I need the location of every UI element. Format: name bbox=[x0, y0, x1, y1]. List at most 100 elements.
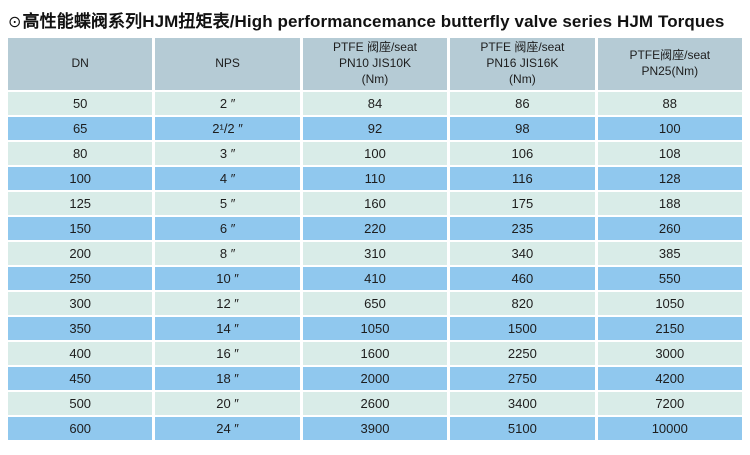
col-header-line: PN10 JIS10K bbox=[338, 56, 411, 71]
pn25-torque-cell: 385 bbox=[597, 242, 742, 265]
pn10-torque-cell: 3900 bbox=[302, 417, 448, 440]
col-header-line: PTFE阀座/seat bbox=[629, 48, 711, 63]
dn-cell: 600 bbox=[8, 417, 153, 440]
pn10-torque-cell: 160 bbox=[302, 192, 448, 215]
pn10-torque-cell: 310 bbox=[302, 242, 448, 265]
col-header-line: PTFE 阀座/seat bbox=[480, 40, 565, 55]
col-header-dn: DN bbox=[8, 38, 153, 90]
torque-table: DN NPS PTFE 阀座/seat PN10 JIS10K (Nm) PTF… bbox=[5, 36, 745, 442]
nps-cell: 10 ″ bbox=[155, 267, 300, 290]
pn10-torque-cell: 1600 bbox=[302, 342, 448, 365]
dn-cell: 350 bbox=[8, 317, 153, 340]
col-header-line: PN25(Nm) bbox=[641, 64, 699, 78]
col-header-line: NPS bbox=[215, 56, 240, 71]
table-row: 65 2¹/2 ″ 92 98 100 bbox=[8, 117, 742, 140]
nps-cell: 5 ″ bbox=[155, 192, 300, 215]
nps-cell: 12 ″ bbox=[155, 292, 300, 315]
nps-cell: 18 ″ bbox=[155, 367, 300, 390]
col-header-pn16: PTFE 阀座/seat PN16 JIS16K (Nm) bbox=[450, 38, 595, 90]
table-row: 600 24 ″ 3900 5100 10000 bbox=[8, 417, 742, 440]
table-row: 400 16 ″ 1600 2250 3000 bbox=[8, 342, 742, 365]
dn-cell: 300 bbox=[8, 292, 153, 315]
dn-cell: 450 bbox=[8, 367, 153, 390]
pn25-torque-cell: 188 bbox=[597, 192, 742, 215]
pn25-torque-cell: 3000 bbox=[597, 342, 742, 365]
pn16-torque-cell: 820 bbox=[450, 292, 595, 315]
col-header-pn25: PTFE阀座/seat PN25(Nm) bbox=[597, 38, 742, 90]
pn16-torque-cell: 86 bbox=[450, 92, 595, 115]
dn-cell: 80 bbox=[8, 142, 153, 165]
dn-cell: 100 bbox=[8, 167, 153, 190]
torque-table-head: DN NPS PTFE 阀座/seat PN10 JIS10K (Nm) PTF… bbox=[8, 38, 742, 90]
pn16-torque-cell: 3400 bbox=[450, 392, 595, 415]
nps-cell: 8 ″ bbox=[155, 242, 300, 265]
table-row: 500 20 ″ 2600 3400 7200 bbox=[8, 392, 742, 415]
dn-cell: 150 bbox=[8, 217, 153, 240]
pn25-torque-cell: 550 bbox=[597, 267, 742, 290]
pn25-torque-cell: 10000 bbox=[597, 417, 742, 440]
nps-cell: 3 ″ bbox=[155, 142, 300, 165]
col-header-line: PN16 JIS16K bbox=[486, 56, 559, 71]
pn25-torque-cell: 4200 bbox=[597, 367, 742, 390]
table-row: 150 6 ″ 220 235 260 bbox=[8, 217, 742, 240]
pn10-torque-cell: 84 bbox=[302, 92, 448, 115]
pn16-torque-cell: 2750 bbox=[450, 367, 595, 390]
pn10-torque-cell: 410 bbox=[302, 267, 448, 290]
pn16-torque-cell: 1500 bbox=[450, 317, 595, 340]
page-title-text: 高性能蝶阀系列HJM扭矩表/High performancemance butt… bbox=[22, 12, 725, 31]
col-header-nps: NPS bbox=[155, 38, 300, 90]
pn16-torque-cell: 98 bbox=[450, 117, 595, 140]
pn16-torque-cell: 460 bbox=[450, 267, 595, 290]
col-header-line: (Nm) bbox=[509, 71, 536, 86]
dn-cell: 200 bbox=[8, 242, 153, 265]
page-title: ⊙高性能蝶阀系列HJM扭矩表/High performancemance but… bbox=[0, 0, 750, 32]
nps-cell: 6 ″ bbox=[155, 217, 300, 240]
table-row: 300 12 ″ 650 820 1050 bbox=[8, 292, 742, 315]
nps-cell: 16 ″ bbox=[155, 342, 300, 365]
table-row: 50 2 ″ 84 86 88 bbox=[8, 92, 742, 115]
table-row: 200 8 ″ 310 340 385 bbox=[8, 242, 742, 265]
torque-table-body: 50 2 ″ 84 86 88 65 2¹/2 ″ 92 98 100 80 3 ″ 100 106 108… bbox=[8, 92, 742, 440]
col-header-line: (Nm) bbox=[361, 71, 389, 86]
pn25-torque-cell: 108 bbox=[597, 142, 742, 165]
pn25-torque-cell: 88 bbox=[597, 92, 742, 115]
table-row: 350 14 ″ 1050 1500 2150 bbox=[8, 317, 742, 340]
nps-cell: 4 ″ bbox=[155, 167, 300, 190]
pn10-torque-cell: 110 bbox=[302, 167, 448, 190]
pn16-torque-cell: 235 bbox=[450, 217, 595, 240]
table-row: 125 5 ″ 160 175 188 bbox=[8, 192, 742, 215]
pn25-torque-cell: 1050 bbox=[597, 292, 742, 315]
pn10-torque-cell: 100 bbox=[302, 142, 448, 165]
col-header-line: PTFE 阀座/seat bbox=[332, 40, 417, 55]
pn16-torque-cell: 106 bbox=[450, 142, 595, 165]
pn10-torque-cell: 2600 bbox=[302, 392, 448, 415]
dn-cell: 400 bbox=[8, 342, 153, 365]
pn16-torque-cell: 175 bbox=[450, 192, 595, 215]
pn25-torque-cell: 2150 bbox=[597, 317, 742, 340]
dn-cell: 125 bbox=[8, 192, 153, 215]
table-row: 100 4 ″ 110 116 128 bbox=[8, 167, 742, 190]
table-row: 250 10 ″ 410 460 550 bbox=[8, 267, 742, 290]
nps-cell: 24 ″ bbox=[155, 417, 300, 440]
nps-cell: 2¹/2 ″ bbox=[155, 117, 300, 140]
header-row: DN NPS PTFE 阀座/seat PN10 JIS10K (Nm) PTF… bbox=[8, 38, 742, 90]
pn16-torque-cell: 340 bbox=[450, 242, 595, 265]
pn25-torque-cell: 100 bbox=[597, 117, 742, 140]
nps-cell: 20 ″ bbox=[155, 392, 300, 415]
nps-cell: 14 ″ bbox=[155, 317, 300, 340]
dn-cell: 500 bbox=[8, 392, 153, 415]
pn10-torque-cell: 220 bbox=[302, 217, 448, 240]
pn10-torque-cell: 650 bbox=[302, 292, 448, 315]
pn10-torque-cell: 2000 bbox=[302, 367, 448, 390]
nps-cell: 2 ″ bbox=[155, 92, 300, 115]
col-header-line: DN bbox=[71, 56, 89, 71]
dn-cell: 50 bbox=[8, 92, 153, 115]
col-header-pn10: PTFE 阀座/seat PN10 JIS10K (Nm) bbox=[302, 38, 448, 90]
pn10-torque-cell: 92 bbox=[302, 117, 448, 140]
pn16-torque-cell: 2250 bbox=[450, 342, 595, 365]
pn25-torque-cell: 260 bbox=[597, 217, 742, 240]
pn25-torque-cell: 7200 bbox=[597, 392, 742, 415]
dn-cell: 65 bbox=[8, 117, 153, 140]
bullet-icon: ⊙ bbox=[8, 14, 22, 31]
pn16-torque-cell: 5100 bbox=[450, 417, 595, 440]
